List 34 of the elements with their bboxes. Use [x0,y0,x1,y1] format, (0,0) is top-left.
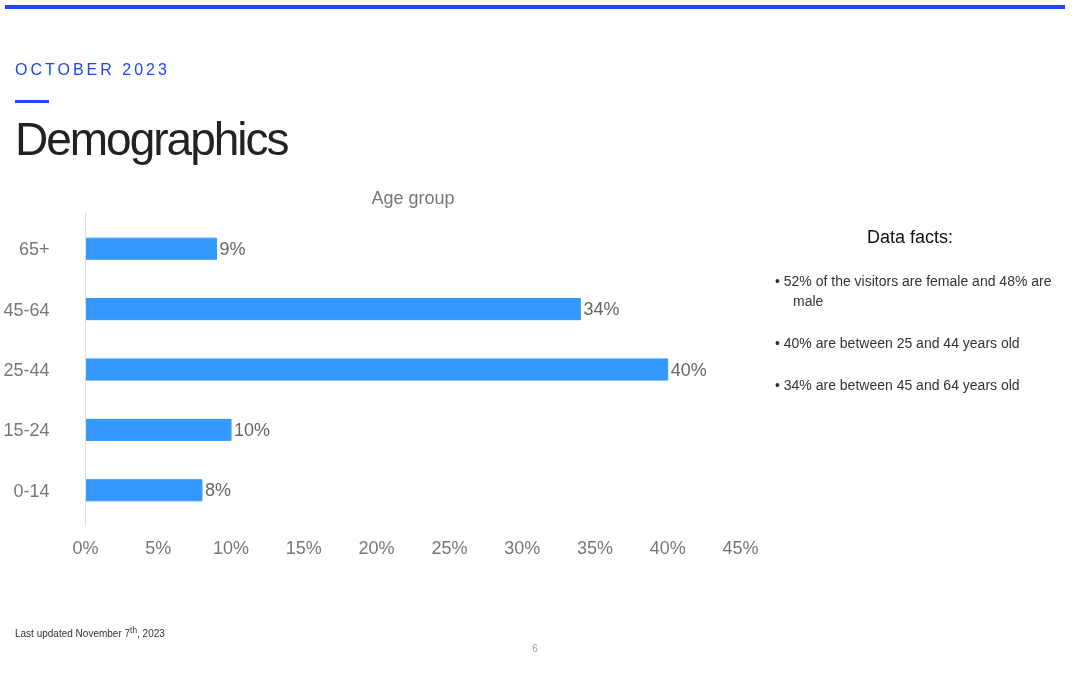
text: OCTOBER 2023 [14,60,171,80]
data-label: 8% [204,480,231,501]
x-tick-label: 15% [285,537,322,558]
y-tick-label: 0-14 [13,480,50,501]
data-label: 34% [583,299,620,320]
y-tick-label: 65+ [18,239,50,260]
x-tick-label: 25% [431,537,468,558]
text: Data facts: [865,226,954,249]
y-tick-label: 15-24 [3,420,50,441]
bar [85,358,669,381]
text: Last updated November 7$^{th}$, 2023 [14,624,166,642]
bar [85,298,581,321]
x-tick-label: 35% [576,537,613,558]
text: 6 [531,641,539,656]
bar [85,479,203,502]
bar [85,418,232,441]
data-label: 9% [219,238,246,259]
bar [85,237,217,260]
x-tick-label: 10% [213,537,250,558]
x-tick-label: 30% [504,537,541,558]
text: • 40% are between 25 and 44 years old [775,333,1021,353]
y-tick-label: 45-64 [3,299,50,320]
text: • 34% are between 45 and 64 years old [775,375,1021,395]
x-tick-label: 20% [358,537,395,558]
x-tick-label: 5% [145,537,172,558]
x-tick-label: 40% [649,537,686,558]
x-tick-label: 0% [72,537,99,558]
data-label: 40% [670,359,707,380]
data-label: 10% [234,419,271,440]
chart-title: Demographics [14,111,289,167]
x-tick-label: 45% [722,537,759,558]
chart-subtitle: Age group [371,187,455,208]
y-tick-label: 25-44 [3,360,50,380]
text: • 52% of the visitors are female and 48% are male [775,271,1053,311]
